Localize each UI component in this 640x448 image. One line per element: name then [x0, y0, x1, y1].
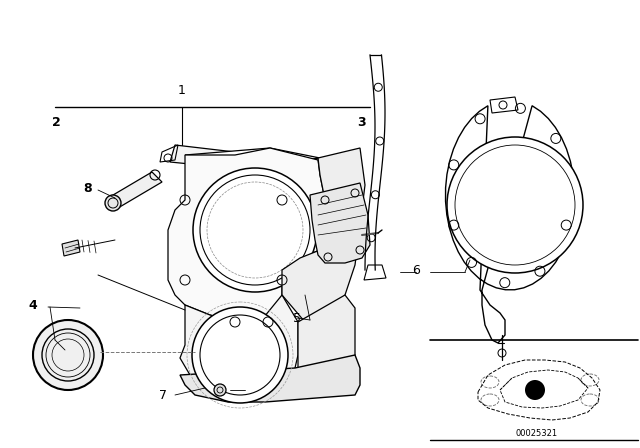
Polygon shape — [108, 172, 162, 208]
Text: 5: 5 — [293, 311, 301, 324]
Polygon shape — [445, 106, 575, 343]
Polygon shape — [228, 152, 285, 170]
Text: 4: 4 — [29, 298, 37, 311]
Polygon shape — [490, 97, 518, 113]
Polygon shape — [170, 145, 235, 168]
Polygon shape — [298, 295, 355, 388]
Circle shape — [33, 320, 103, 390]
Circle shape — [192, 307, 288, 403]
Polygon shape — [185, 148, 320, 168]
Polygon shape — [62, 240, 80, 256]
Text: 3: 3 — [358, 116, 366, 129]
Circle shape — [447, 137, 583, 273]
Circle shape — [525, 380, 545, 400]
Text: 8: 8 — [84, 181, 92, 194]
Text: 7: 7 — [159, 388, 167, 401]
Text: 00025321: 00025321 — [516, 428, 558, 438]
Polygon shape — [168, 148, 325, 322]
Circle shape — [193, 168, 317, 292]
Polygon shape — [180, 355, 360, 402]
Circle shape — [214, 384, 226, 396]
Polygon shape — [180, 295, 298, 400]
Text: 1: 1 — [178, 83, 186, 96]
Circle shape — [105, 195, 121, 211]
Polygon shape — [310, 183, 370, 263]
Text: 6: 6 — [412, 263, 420, 276]
Text: 2: 2 — [52, 116, 60, 129]
Polygon shape — [282, 148, 365, 322]
